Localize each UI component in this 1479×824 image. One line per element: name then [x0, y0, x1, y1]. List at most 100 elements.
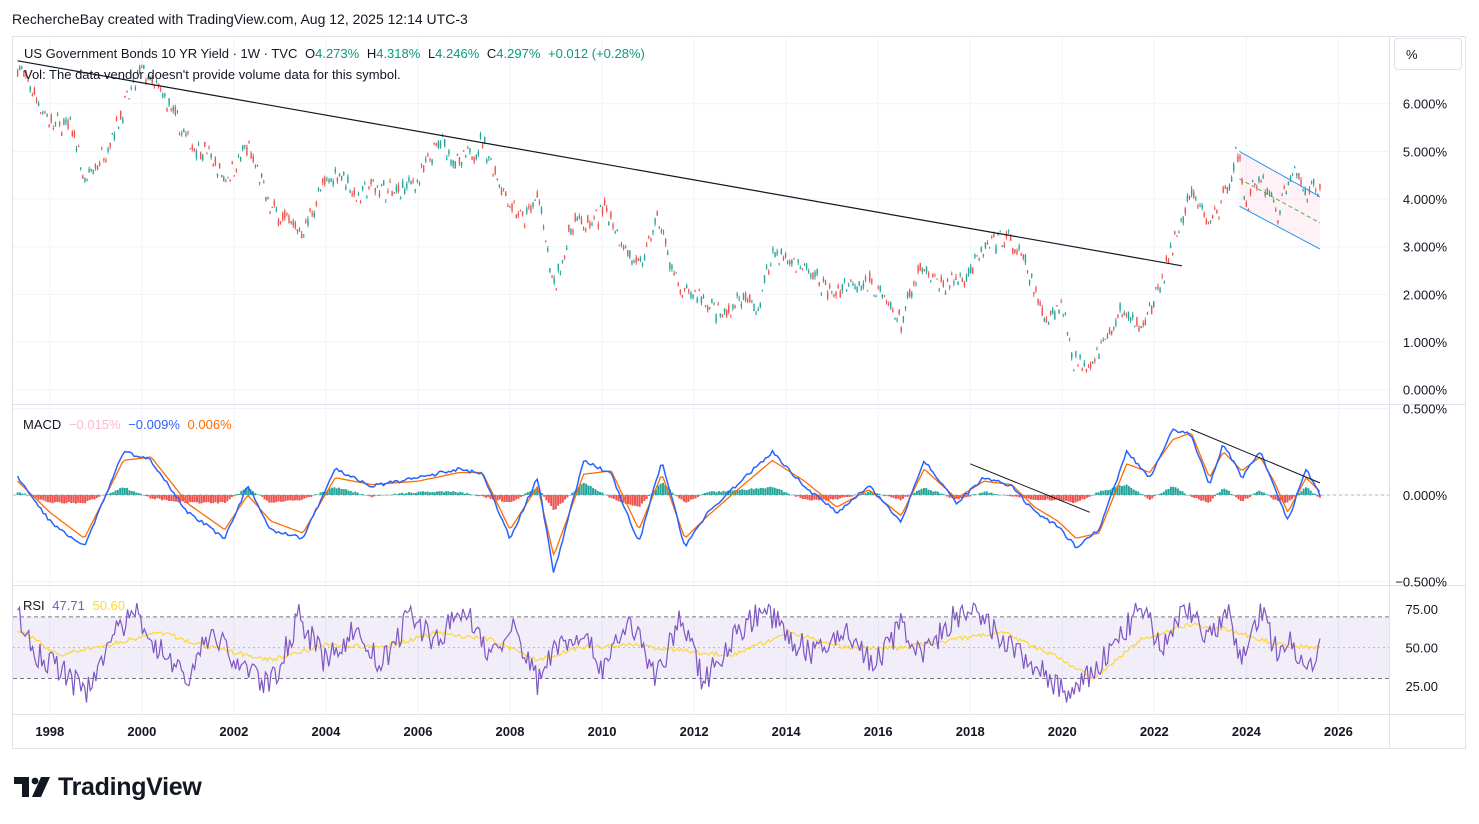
rsi-pane[interactable] [17, 602, 1321, 703]
macd-histogram-bar [505, 495, 508, 502]
price-candle [452, 160, 454, 166]
macd-histogram-bar [1051, 495, 1054, 501]
macd-histogram-bar [25, 495, 28, 496]
macd-legend[interactable]: MACD −0.015% −0.009% 0.006% [23, 417, 236, 432]
price-candle [115, 117, 118, 121]
macd-histogram-bar [1004, 495, 1007, 496]
price-candle [1108, 328, 1111, 335]
macd-tick-label: 0.000% [1403, 488, 1448, 503]
price-candle [204, 141, 206, 147]
price-candle [290, 221, 292, 224]
macd-histogram-bar [370, 495, 373, 498]
price-candle [591, 223, 593, 225]
price-candle [970, 266, 972, 273]
macd-histogram-bar [925, 488, 928, 495]
price-candle [1026, 270, 1029, 272]
macd-histogram-bar [1183, 493, 1186, 495]
price-candle [728, 305, 730, 313]
macd-histogram-bar [601, 492, 604, 495]
price-candle [768, 271, 770, 274]
macd-histogram-bar [345, 489, 348, 495]
macd-histogram-bar [564, 495, 567, 500]
price-candle [1102, 339, 1104, 341]
macd-histogram-bar [897, 495, 900, 499]
price-candle [288, 216, 290, 223]
macd-histogram-bar [412, 493, 415, 495]
price-candle [75, 148, 78, 151]
macd-histogram-bar [797, 495, 800, 497]
price-candle [810, 274, 812, 277]
price-candle [515, 215, 517, 218]
channel-fill [1239, 151, 1320, 250]
macd-histogram-bar [985, 491, 988, 495]
rsi-legend[interactable]: RSI 47.71 50.60 [23, 598, 129, 613]
price-candle [244, 145, 246, 147]
macd-histogram-bar [23, 493, 26, 495]
macd-histogram-bar [1318, 495, 1321, 498]
macd-histogram-bar [398, 493, 401, 495]
price-candle [835, 291, 837, 296]
tradingview-logo[interactable]: TradingView [14, 772, 202, 802]
macd-histogram-bar [193, 495, 196, 503]
price-candle [551, 275, 553, 277]
macd-histogram-bar [1253, 493, 1256, 495]
price-candle [896, 319, 898, 321]
macd-histogram-bar [445, 491, 448, 495]
price-candle [1159, 288, 1161, 293]
price-candle [65, 119, 67, 123]
price-candle [185, 133, 187, 136]
price-candle [645, 244, 648, 246]
macd-histogram-bar [627, 495, 630, 505]
macd-histogram-bar [1132, 489, 1135, 495]
price-candle [610, 212, 612, 218]
macd-histogram-bar [1016, 495, 1019, 497]
price-candle [1123, 312, 1125, 315]
price-candle [84, 177, 86, 182]
price-candle [1203, 212, 1205, 217]
price-candle [753, 303, 755, 311]
price-candle [176, 111, 179, 113]
macd-signal-value: 0.006% [187, 417, 232, 432]
macd-histogram-bar [941, 493, 944, 495]
price-candle [33, 87, 36, 95]
macd-histogram-bar [599, 492, 602, 495]
axes [13, 37, 1465, 748]
macd-histogram-bar [501, 495, 504, 502]
macd-histogram-bar [415, 492, 418, 495]
macd-histogram-bar [51, 495, 54, 504]
macd-histogram-bar [582, 482, 585, 495]
price-candle [500, 189, 503, 195]
symbol-label[interactable]: US Government Bonds 10 YR Yield · 1W · T… [24, 46, 298, 61]
price-pane[interactable] [16, 60, 1321, 373]
macd-histogram-bar [995, 494, 998, 495]
macd-histogram-bar [1137, 491, 1140, 495]
price-candle [1233, 164, 1235, 171]
price-candle [1014, 249, 1016, 254]
macd-pane[interactable] [13, 428, 1389, 573]
macd-histogram-bar [755, 488, 758, 495]
price-candle [869, 272, 871, 281]
macd-histogram-bar [382, 495, 385, 496]
close-label: C [486, 46, 497, 61]
price-candle [1171, 252, 1174, 255]
macd-histogram-bar [682, 495, 685, 502]
price-candle [523, 225, 526, 228]
macd-histogram-bar [21, 493, 24, 495]
macd-histogram-bar [1216, 493, 1219, 495]
price-candle [46, 113, 48, 117]
price-candle [1035, 287, 1037, 291]
price-candle [202, 155, 204, 161]
macd-histogram-bar [717, 491, 720, 495]
price-candle [709, 307, 711, 309]
y-tick-label: 1.000% [1403, 335, 1448, 350]
macd-histogram-bar [419, 491, 422, 495]
price-candle [94, 164, 97, 168]
macd-histogram-bar [1207, 495, 1210, 503]
price-candle [359, 202, 362, 204]
price-candle [925, 266, 928, 272]
macd-histogram-bar [1155, 494, 1158, 496]
macd-histogram-bar [841, 495, 844, 498]
percent-scale-button[interactable]: % [1394, 38, 1462, 70]
price-candle [25, 70, 27, 77]
